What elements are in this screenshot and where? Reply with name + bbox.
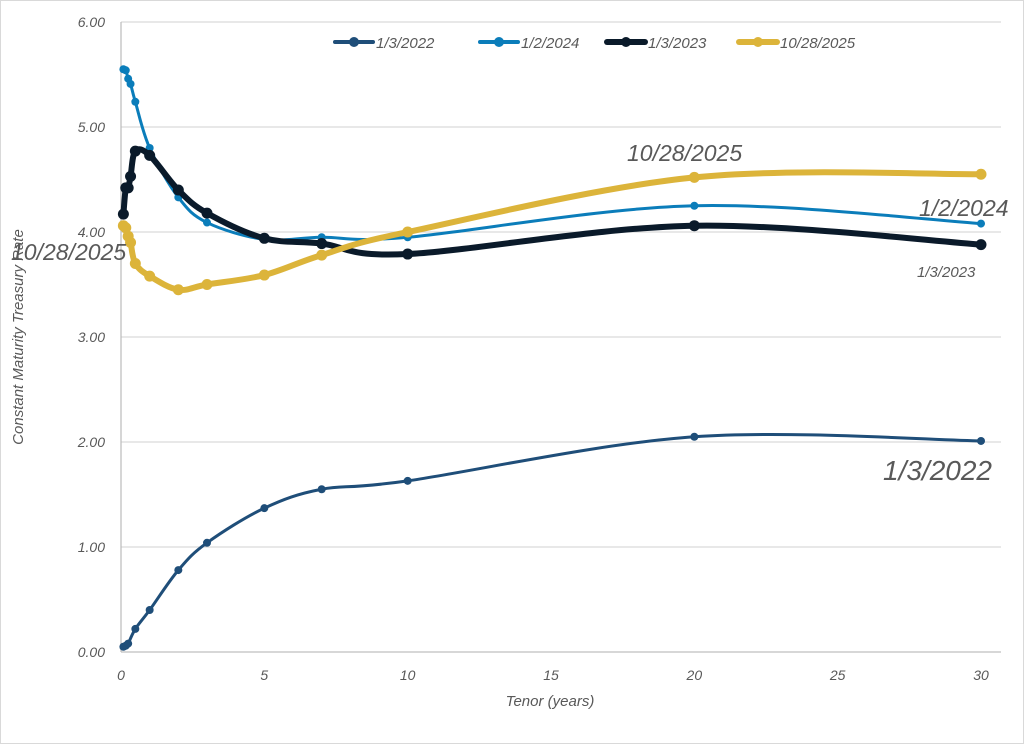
data-point — [403, 476, 412, 485]
data-point — [316, 249, 328, 261]
data-point — [174, 566, 183, 575]
data-point — [690, 201, 699, 210]
legend-marker — [753, 37, 763, 47]
data-point — [258, 269, 270, 281]
data-point — [124, 639, 133, 648]
y-tick-label: 2.00 — [77, 434, 105, 450]
x-tick-label: 15 — [543, 667, 559, 683]
data-point — [201, 279, 213, 290]
data-point — [688, 171, 700, 183]
legend-label: 10/28/2025 — [780, 35, 856, 52]
data-point — [975, 239, 987, 251]
annotation-10-28-2025-left: 10/28/2025 — [11, 239, 126, 265]
legend-marker — [621, 37, 631, 47]
legend-label: 1/3/2022 — [376, 35, 435, 52]
data-point — [131, 97, 140, 106]
series-lines — [117, 65, 987, 651]
data-point — [129, 145, 141, 157]
legend-marker — [349, 37, 359, 47]
data-point — [317, 485, 326, 494]
series-1-3-2023 — [117, 145, 987, 260]
data-point — [203, 538, 211, 547]
data-point — [117, 208, 129, 220]
series-1-2-2024 — [119, 65, 985, 244]
data-point — [131, 624, 140, 633]
y-tick-label: 1.00 — [78, 539, 105, 555]
data-point — [172, 284, 184, 296]
data-point — [144, 149, 156, 161]
data-point — [977, 436, 985, 445]
x-tick-label: 20 — [686, 667, 703, 683]
data-point — [125, 170, 137, 182]
data-point — [125, 237, 137, 248]
x-tick-label: 0 — [117, 667, 125, 683]
legend-marker — [494, 37, 504, 47]
axes: 0.00 1.00 2.00 3.00 4.00 5.00 6.00 0 5 10 15 20 25 30 — [77, 14, 1001, 683]
data-point — [688, 220, 700, 232]
data-point — [260, 504, 269, 513]
annotation-1-3-2023: 1/3/2023 — [917, 264, 976, 281]
annotation-10-28-2025-top: 10/28/2025 — [627, 140, 742, 166]
data-point — [120, 222, 132, 234]
data-point — [145, 606, 154, 614]
data-point — [690, 432, 699, 441]
gridlines — [121, 21, 1001, 548]
data-point — [977, 219, 985, 228]
annotation-1-2-2024: 1/2/2024 — [919, 195, 1009, 221]
series-10-28-2025 — [117, 168, 987, 296]
x-tick-label: 25 — [829, 667, 846, 683]
data-point — [172, 184, 184, 196]
series-line — [122, 67, 982, 242]
series-line — [122, 433, 982, 649]
y-tick-label: 4.00 — [78, 224, 105, 240]
x-tick-label: 30 — [973, 667, 989, 683]
x-tick-label: 5 — [260, 667, 268, 683]
data-point — [203, 218, 211, 227]
legend-label: 1/2/2024 — [521, 35, 579, 52]
data-point — [121, 66, 130, 75]
data-point — [201, 207, 213, 219]
legend: 1/3/2022 1/2/2024 1/3/2023 10/28/2025 — [333, 35, 856, 52]
data-point — [258, 232, 270, 244]
x-tick-label: 10 — [400, 667, 416, 683]
annotation-1-3-2022: 1/3/2022 — [883, 455, 992, 486]
y-axis-title: Constant Maturity Treasury Rate — [10, 229, 27, 445]
series-1-3-2022 — [119, 432, 985, 651]
legend-label: 1/3/2023 — [648, 35, 707, 52]
data-point — [975, 168, 987, 180]
data-point — [129, 258, 141, 269]
y-tick-label: 3.00 — [78, 329, 105, 345]
y-tick-label: 0.00 — [78, 644, 105, 660]
data-point — [316, 238, 328, 250]
y-tick-label: 6.00 — [78, 14, 105, 30]
data-point — [144, 270, 156, 282]
data-point — [126, 79, 135, 88]
data-point — [402, 248, 414, 260]
data-point — [122, 182, 134, 194]
data-point — [402, 226, 414, 238]
x-axis-title: Tenor (years) — [506, 693, 595, 710]
y-tick-label: 5.00 — [78, 119, 105, 135]
